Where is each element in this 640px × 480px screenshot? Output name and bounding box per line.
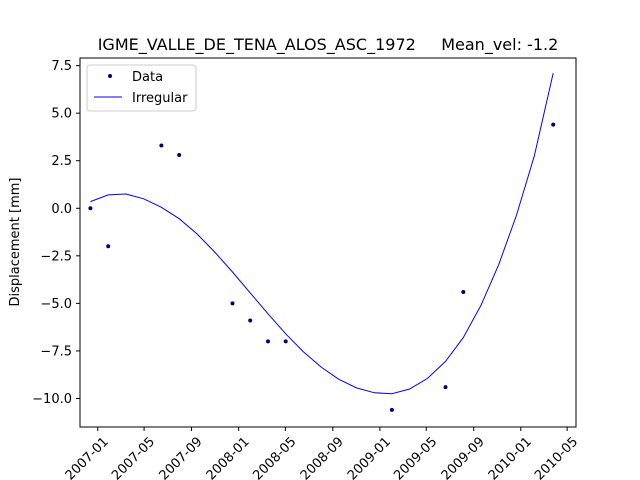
data-point <box>248 318 253 323</box>
y-tick-label: 7.5 <box>51 59 72 74</box>
chart-title: IGME_VALLE_DE_TENA_ALOS_ASC_1972 Mean_ve… <box>98 35 559 55</box>
data-point <box>443 385 448 390</box>
data-point <box>461 290 466 294</box>
data-point <box>389 407 394 412</box>
data-point <box>177 153 182 157</box>
data-point <box>88 206 93 211</box>
data-point <box>283 339 288 344</box>
legend: Data Irregular <box>86 64 197 112</box>
legend-data-marker <box>108 74 112 78</box>
y-tick-label: −10.0 <box>32 392 72 407</box>
y-axis-label: Displacement [mm] <box>8 178 23 307</box>
y-tick-label: −2.5 <box>40 249 72 264</box>
y-tick-label: 0.0 <box>51 202 72 217</box>
y-tick-label: −5.0 <box>40 297 72 312</box>
y-tick-label: 5.0 <box>51 107 72 122</box>
axes-frame <box>79 57 577 428</box>
y-tick-label: −7.5 <box>40 344 72 359</box>
data-point <box>551 122 556 127</box>
legend-data-label: Data <box>132 70 163 85</box>
data-point <box>230 301 235 306</box>
legend-box <box>86 64 197 112</box>
y-tick-label: 2.5 <box>51 154 72 169</box>
series-line-irregular <box>90 73 554 395</box>
data-point <box>266 339 270 344</box>
data-point <box>159 143 164 148</box>
data-point <box>106 244 111 249</box>
legend-irregular-label: Irregular <box>132 91 188 106</box>
